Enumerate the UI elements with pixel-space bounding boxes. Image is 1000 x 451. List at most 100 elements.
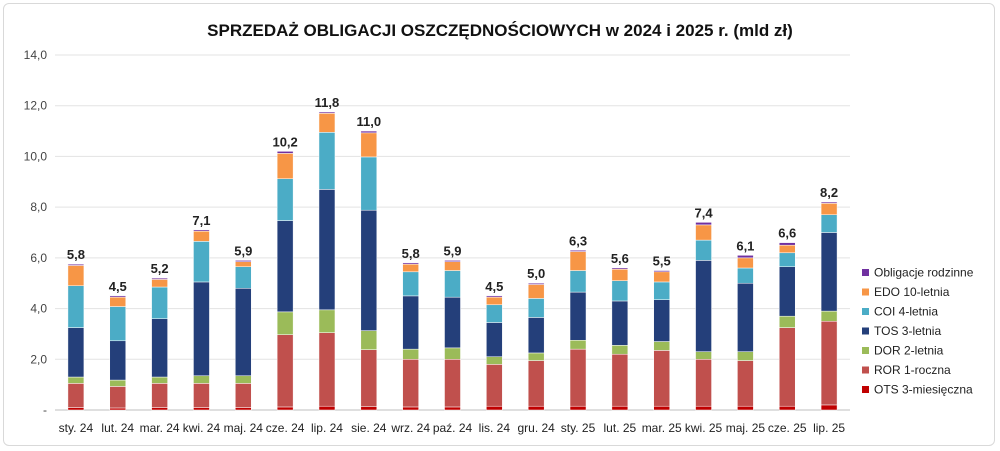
bar-segment	[695, 351, 712, 360]
bar-segment	[402, 348, 419, 360]
bar-segment	[695, 359, 712, 407]
x-tick-label: cze. 25	[768, 421, 807, 435]
x-tick-label: cze. 24	[266, 421, 305, 435]
bar-segment	[276, 220, 294, 313]
bar-segment	[569, 405, 587, 411]
bar-segment	[276, 151, 294, 154]
x-tick-label: lip. 24	[311, 421, 343, 435]
bar-segment	[527, 352, 545, 361]
bar-segment	[235, 383, 252, 408]
bar-segment	[653, 299, 670, 342]
bar-segment	[820, 214, 838, 233]
total-label: 11,8	[315, 95, 340, 110]
total-labels: 5,8 4,5 5,2 7,1 5,9 10,2 11,8 11,0 5,8 5,9 4,5 5,0 6…	[67, 95, 838, 294]
bar-segment	[486, 356, 503, 365]
bar-segment	[611, 267, 629, 270]
bar-segment	[235, 288, 252, 377]
chart-title: SPRZEDAŻ OBLIGACJI OSZCZĘDNOŚCIOWYCH w 2…	[207, 21, 793, 40]
x-tick-label: maj. 25	[726, 421, 766, 435]
bar-segment	[737, 257, 754, 269]
bar-segment	[109, 306, 127, 342]
total-label: 11,0	[357, 114, 382, 129]
bar-segment	[151, 318, 168, 378]
total-label: 7,4	[695, 205, 714, 220]
x-axis-ticks: sty. 24 lut. 24 mar. 24 kwi. 24 maj. 24 cze. …	[59, 421, 846, 435]
bar-segment	[402, 271, 419, 297]
bar-segment	[276, 178, 294, 221]
x-tick-label: kwi. 24	[183, 421, 221, 435]
total-label: 5,8	[67, 247, 85, 262]
bar-segment	[486, 296, 503, 306]
bar-segment	[695, 260, 712, 352]
bar-segment	[527, 360, 545, 407]
total-label: 5,5	[653, 254, 671, 269]
legend-swatch	[862, 288, 869, 296]
total-label: 6,3	[569, 233, 587, 248]
bar-segment	[235, 261, 252, 267]
bar-segment	[109, 379, 127, 387]
bar-segment	[444, 347, 461, 360]
legend-label: TOS 3-letnia	[874, 324, 941, 338]
bar-segment	[109, 386, 127, 409]
bar-segment	[67, 376, 85, 384]
legend-label: EDO 10-letnia	[874, 285, 950, 299]
bar-segment	[444, 296, 461, 349]
bar-segment	[318, 189, 336, 311]
bar-segment	[151, 286, 168, 319]
bar-segment	[402, 263, 419, 273]
bar-segment	[569, 291, 587, 341]
legend-swatch	[862, 308, 869, 315]
total-label: 10,2	[272, 134, 297, 149]
bar-segment	[402, 359, 419, 408]
bar-segment	[569, 348, 587, 407]
bar-segment	[653, 271, 670, 283]
bar-segment	[695, 405, 712, 411]
total-label: 5,8	[402, 246, 420, 261]
bar-segment	[67, 407, 85, 411]
x-tick-label: sie. 24	[351, 421, 387, 435]
total-label: 5,2	[151, 261, 169, 276]
bar-segment	[276, 153, 294, 179]
bar-segment	[737, 282, 754, 352]
bar-segment	[151, 407, 168, 411]
bar-segment	[67, 383, 85, 408]
bar-segment	[318, 111, 336, 114]
x-tick-label: sty. 24	[59, 421, 94, 435]
bar-segment	[778, 266, 796, 317]
bar-segment	[444, 260, 461, 262]
bar-segment	[235, 407, 252, 411]
bar-segment	[360, 349, 378, 407]
bar-segment	[444, 359, 461, 408]
bar-segment	[318, 309, 336, 333]
y-tick-label: 14,0	[24, 48, 48, 62]
x-tick-label: mar. 24	[140, 421, 180, 435]
bar-segment	[486, 364, 503, 407]
total-label: 8,2	[820, 185, 838, 200]
bar-segment	[193, 241, 210, 283]
x-tick-label: sty. 25	[561, 421, 596, 435]
bar-segment	[444, 406, 461, 411]
bar-segment	[402, 295, 419, 350]
bar-segment	[486, 322, 503, 357]
bar-segment	[527, 405, 545, 411]
bar-segment	[611, 405, 629, 411]
legend-label: Obligacje rodzinne	[874, 266, 974, 280]
legend-swatch	[862, 366, 869, 374]
bar-segment	[486, 304, 503, 323]
x-tick-label: maj. 24	[224, 421, 264, 435]
bar-segment	[151, 279, 168, 288]
bar-segment	[486, 405, 503, 411]
bar-segment	[276, 311, 294, 335]
bar-segment	[444, 270, 461, 298]
total-label: 6,6	[778, 226, 796, 241]
bar-segment	[611, 345, 629, 355]
bar-segment	[444, 261, 461, 271]
legend-label: DOR 2-letnia	[874, 344, 944, 358]
bar-segment	[151, 383, 168, 408]
bar-segment	[318, 132, 336, 190]
bar-segment	[318, 405, 336, 411]
bar-segment	[67, 285, 85, 328]
bar-segment	[402, 406, 419, 411]
legend-swatch	[862, 327, 869, 335]
total-label: 4,5	[109, 279, 127, 294]
